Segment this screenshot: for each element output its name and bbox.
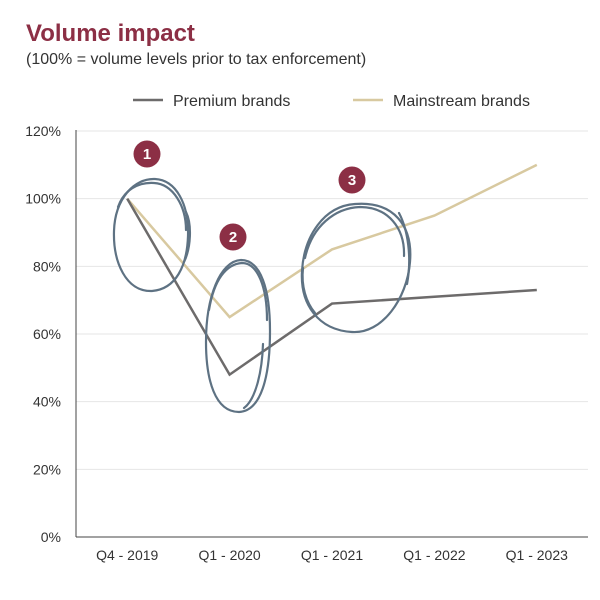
annotation-badges: 1 2 3 [133, 140, 366, 251]
y-tick-label: 100% [25, 191, 61, 207]
badge-number: 2 [229, 229, 237, 246]
gridlines [76, 130, 588, 470]
annotation-badge-3: 3 [338, 166, 366, 194]
series-line-premium [126, 198, 537, 377]
legend-label-mainstream: Mainstream brands [393, 93, 530, 110]
badge-number: 1 [143, 146, 151, 163]
badge-circle [338, 166, 366, 194]
badge-circle [219, 223, 247, 251]
y-tick-label: 20% [33, 461, 61, 477]
annotation-badge-1: 1 [133, 140, 161, 168]
y-tick-label: 0% [41, 529, 61, 545]
chart-subtitle: (100% = volume levels prior to tax enfor… [26, 51, 367, 68]
y-tick-label: 80% [33, 258, 61, 274]
y-tick-label: 120% [25, 123, 61, 139]
chart-title: Volume impact [26, 20, 195, 47]
x-tick-label: Q1 - 2023 [506, 547, 568, 563]
hand-drawn-circle-1 [112, 177, 191, 293]
badge-number: 3 [348, 172, 356, 189]
hand-drawn-circle-2 [204, 258, 272, 414]
x-tick-label: Q1 - 2021 [301, 547, 363, 563]
series [126, 163, 538, 377]
axes [75, 130, 588, 538]
x-tick-label: Q1 - 2022 [403, 547, 465, 563]
hand-drawn-circle-3 [300, 202, 412, 334]
y-axis-ticks: 0% 20% 40% 60% 80% 100% 120% [25, 123, 61, 545]
legend: Premium brands Mainstream brands [133, 93, 530, 110]
x-axis-ticks: Q4 - 2019 Q1 - 2020 Q1 - 2021 Q1 - 2022 … [96, 547, 568, 563]
badge-circle [133, 140, 161, 168]
x-tick-label: Q1 - 2020 [198, 547, 260, 563]
legend-label-premium: Premium brands [173, 93, 290, 110]
x-tick-label: Q4 - 2019 [96, 547, 158, 563]
y-tick-label: 60% [33, 326, 61, 342]
annotation-badge-2: 2 [219, 223, 247, 251]
series-line-mainstream [126, 163, 538, 319]
y-tick-label: 40% [33, 394, 61, 410]
hand-drawn-circles [112, 177, 412, 414]
